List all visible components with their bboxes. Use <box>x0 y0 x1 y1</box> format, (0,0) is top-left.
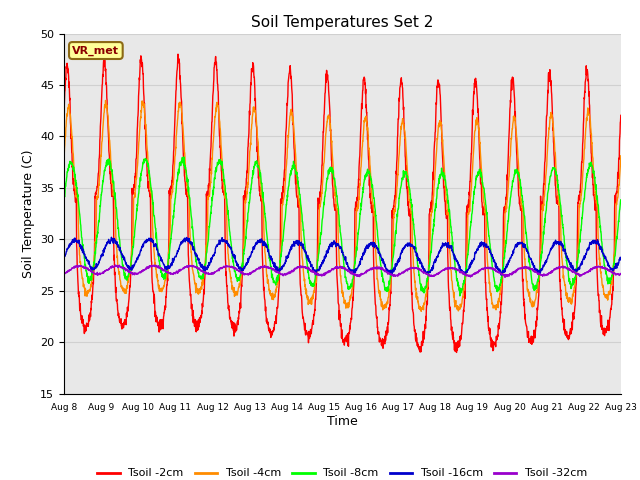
Legend: Tsoil -2cm, Tsoil -4cm, Tsoil -8cm, Tsoil -16cm, Tsoil -32cm: Tsoil -2cm, Tsoil -4cm, Tsoil -8cm, Tsoi… <box>93 464 592 480</box>
Y-axis label: Soil Temperature (C): Soil Temperature (C) <box>22 149 35 278</box>
X-axis label: Time: Time <box>327 415 358 428</box>
Title: Soil Temperatures Set 2: Soil Temperatures Set 2 <box>252 15 433 30</box>
Text: VR_met: VR_met <box>72 46 119 56</box>
